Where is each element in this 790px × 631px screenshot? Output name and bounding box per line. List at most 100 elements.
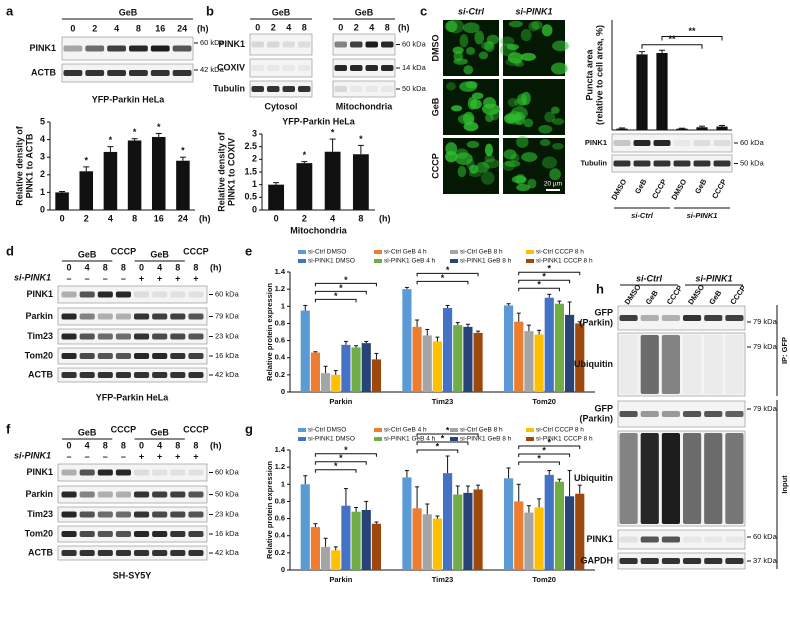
cell [463, 121, 479, 132]
blot-band [365, 65, 378, 71]
blot-band [79, 313, 95, 320]
group-label: CCCP [183, 424, 209, 434]
legend-label: si-PINK1 DMSO [308, 436, 355, 443]
cell [520, 28, 532, 42]
significance: * [441, 433, 445, 443]
blot-band [619, 536, 638, 543]
significance: * [446, 425, 450, 435]
blot-band [683, 558, 702, 564]
legend-label: si-Ctrl CCCP 8 h [536, 427, 584, 434]
group-label: CCCP [183, 246, 209, 256]
bar [331, 550, 341, 570]
blot-band [63, 70, 83, 76]
cell [483, 158, 500, 169]
y-tick-label: 1.4 [275, 267, 286, 276]
blot-band [661, 315, 680, 321]
caption: YFP-Parkin HeLa [92, 94, 166, 104]
blot-band [115, 291, 131, 298]
significance: * [334, 291, 338, 301]
blot-background [57, 347, 208, 365]
significance: * [537, 453, 541, 463]
legend-label: si-PINK1 CCCP 8 h [536, 436, 593, 443]
blot-band [251, 86, 264, 92]
row-label: Tim23 [27, 509, 53, 519]
blot-background [57, 285, 208, 304]
cell [538, 124, 553, 134]
x-tick-label: 16 [154, 213, 164, 223]
cell [457, 114, 474, 125]
cell [469, 164, 479, 174]
x-tick-label: GeB [633, 177, 649, 195]
fraction-label: Cytosol [264, 101, 297, 111]
significance-bracket [314, 290, 367, 295]
bar [300, 310, 310, 392]
blot-band [683, 335, 702, 394]
cell [463, 65, 474, 75]
cell [503, 149, 517, 160]
cell [511, 175, 527, 184]
blot-band [152, 550, 168, 556]
bar [402, 477, 412, 570]
lane-label: CCCP [728, 284, 748, 307]
y-tick-label: 2 [252, 154, 257, 164]
bar [524, 331, 534, 392]
blot-band [170, 469, 186, 476]
blot-background [617, 552, 746, 570]
lane-label: 4 [286, 22, 291, 32]
y-tick-label: 0 [281, 565, 285, 574]
significance: * [547, 437, 551, 447]
blot-band [61, 372, 77, 378]
size-marker: 79 kDa [215, 311, 240, 320]
legend-swatch [374, 428, 382, 432]
cell [552, 142, 564, 150]
blot-background [57, 485, 208, 504]
blot-band [350, 41, 363, 48]
x-unit: (h) [379, 213, 391, 223]
significance-bracket [314, 282, 377, 287]
significance-bracket [661, 36, 723, 41]
size-marker: 16 kDa [215, 529, 240, 538]
unit-label: (h) [197, 23, 209, 33]
blot-band [188, 550, 204, 556]
size-marker: 50 kDa [402, 84, 427, 93]
significance: * [84, 155, 88, 165]
blot-background [617, 332, 746, 397]
blot-band [152, 291, 168, 298]
row-label: PINK1 [586, 534, 613, 544]
lane-label: 0 [67, 440, 72, 450]
significance: * [109, 135, 113, 145]
bar [473, 332, 483, 392]
significance-bracket [518, 279, 571, 284]
lane-label: 8 [175, 440, 180, 450]
y-tick-label: 2.5 [244, 141, 257, 151]
x-tick-label: Parkin [329, 575, 352, 584]
bar [575, 493, 585, 570]
significance-bracket [518, 445, 581, 449]
x-tick-label: CCCP [710, 177, 728, 200]
blot-band [725, 433, 744, 524]
blot-band [170, 531, 186, 537]
blot-background [332, 80, 396, 98]
bar [310, 527, 320, 570]
significance: * [446, 265, 450, 275]
bar [524, 512, 534, 570]
bar [361, 510, 371, 570]
bar [422, 514, 432, 570]
y-tick-label: 1 [40, 187, 45, 197]
legend-label: si-Ctrl GeB 4 h [384, 249, 427, 256]
bar [463, 326, 473, 392]
cell [455, 148, 469, 159]
blot-band [61, 491, 77, 498]
blot-band [365, 86, 378, 92]
y-axis-label: Relative density of [14, 125, 24, 206]
x-tick-label: Tim23 [432, 575, 454, 584]
y-axis-label: Relative protein expression [265, 283, 274, 381]
bar [331, 374, 341, 392]
significance-bracket [314, 461, 367, 465]
cell [523, 118, 534, 128]
bar [504, 478, 514, 570]
significance: * [181, 146, 185, 156]
row-label: Tom20 [25, 528, 53, 538]
cell [446, 82, 456, 91]
cell [549, 168, 561, 181]
